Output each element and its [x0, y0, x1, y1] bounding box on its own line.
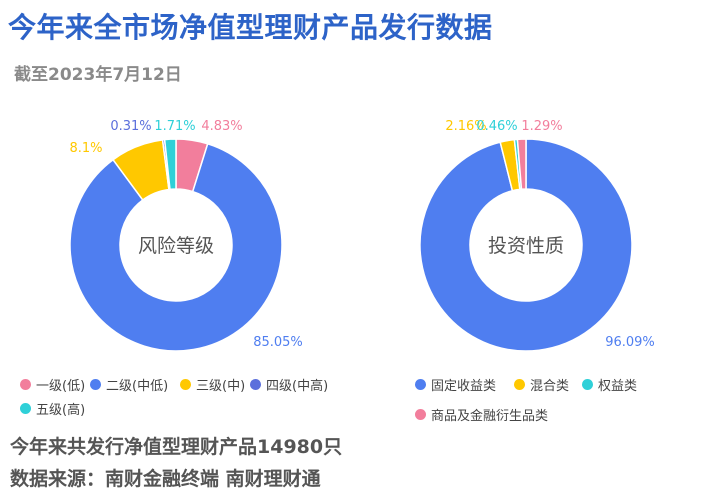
donut-center-label: 风险等级: [138, 235, 214, 257]
legend-item: 三级(中): [180, 375, 245, 394]
legend-item: 商品及金融衍生品类: [415, 405, 548, 424]
slice-value-label: 8.1%: [69, 141, 102, 156]
slice-value-label: 85.05%: [253, 335, 303, 350]
legend-swatch: [20, 403, 31, 414]
legend-swatch: [415, 409, 426, 420]
legend-label: 固定收益类: [431, 379, 497, 394]
legend-label: 二级(中低): [106, 379, 169, 394]
legend-swatch: [415, 379, 426, 390]
slice-value-label: 0.31%: [110, 119, 151, 134]
legend-swatch: [90, 379, 101, 390]
legend-item: 固定收益类: [415, 375, 496, 394]
legend-item: 一级(低): [20, 375, 85, 394]
legend-swatch: [582, 379, 593, 390]
legend-label: 一级(低): [36, 379, 86, 394]
legend-label: 四级(中高): [266, 379, 329, 394]
slice-value-label: 1.71%: [154, 119, 195, 134]
risk-level-donut-chart: 4.83% 85.05% 8.1% 0.31% 1.71% 风险等级: [69, 119, 303, 352]
donut-slice-1-0: [419, 138, 633, 352]
slice-value-label: 1.29%: [521, 119, 562, 134]
donut-center-label: 投资性质: [488, 235, 564, 257]
investment-type-donut-chart: 96.09% 2.16%0.46% 1.29% 投资性质: [419, 119, 655, 352]
donut-slice-1-3: [516, 138, 527, 190]
legend-label: 三级(中): [196, 379, 246, 394]
legend-item: 五级(高): [20, 399, 85, 418]
legend-swatch: [514, 379, 525, 390]
data-source-text: 数据来源：南财金融终端 南财理财通: [10, 468, 321, 490]
legend-swatch: [20, 379, 31, 390]
legend-label: 商品及金融衍生品类: [431, 409, 549, 424]
page-subtitle: 截至2023年7月12日: [14, 65, 182, 85]
legend-label: 混合类: [530, 379, 570, 394]
slice-value-label: 2.16%: [445, 119, 486, 134]
slice-value-label: 4.83%: [201, 119, 242, 134]
donut-slice-0-1: [69, 142, 283, 352]
legend-swatch: [180, 379, 191, 390]
legend-label: 权益类: [598, 379, 638, 394]
legend-item: 四级(中高): [250, 375, 328, 394]
total-issued-text: 今年来共发行净值型理财产品14980只: [10, 436, 343, 458]
slice-value-label: 96.09%: [605, 335, 655, 350]
slice-value-label: 0.46%: [476, 119, 517, 134]
legend-item: 混合类: [514, 375, 569, 394]
legend-item: 二级(中低): [90, 375, 168, 394]
legend-swatch: [250, 379, 261, 390]
donut-slice-0-4: [163, 138, 177, 191]
page-title: 今年来全市场净值型理财产品发行数据: [8, 11, 493, 44]
legend-label: 五级(高): [36, 403, 86, 418]
legend-item: 权益类: [582, 375, 637, 394]
